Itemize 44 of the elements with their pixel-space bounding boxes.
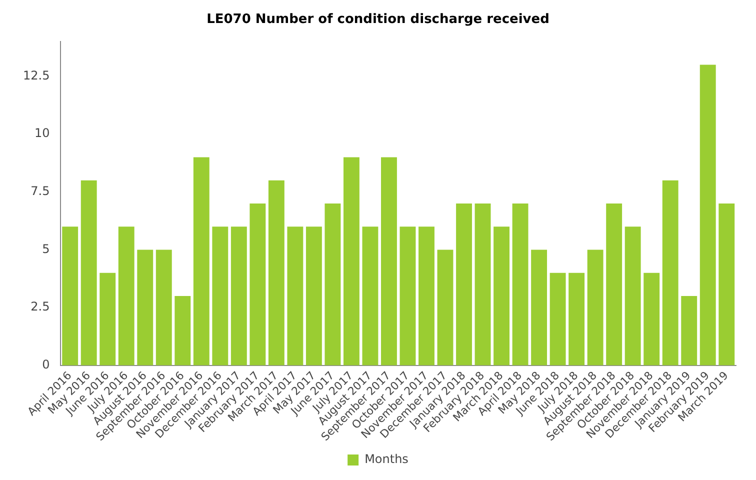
- bar: [137, 250, 154, 366]
- bar: [606, 204, 622, 366]
- bar: [550, 272, 566, 366]
- y-tick-label: 2.5: [30, 300, 50, 314]
- bar: [662, 180, 678, 366]
- bar: [306, 226, 322, 366]
- bar: [644, 272, 660, 366]
- y-tick-label: 10: [34, 126, 50, 140]
- bar: [624, 226, 641, 366]
- chart-title: LE070 Number of condition discharge received: [206, 12, 550, 28]
- bar: [437, 250, 454, 366]
- bar: [118, 226, 134, 366]
- bar: [700, 64, 716, 366]
- bar: [343, 157, 360, 366]
- bar: [80, 180, 97, 366]
- y-tick-label: 7.5: [30, 184, 50, 198]
- bar: [456, 204, 472, 366]
- bar: [212, 226, 228, 366]
- bar: [100, 272, 116, 366]
- bar: [512, 204, 528, 366]
- bar: [268, 180, 284, 366]
- bar: [494, 226, 510, 366]
- legend-label: Months: [364, 452, 408, 466]
- bar: [287, 226, 304, 366]
- bar: [587, 250, 604, 366]
- y-tick-label: 12.5: [23, 68, 50, 82]
- bar: [193, 157, 210, 366]
- y-tick-label: 5: [42, 242, 50, 256]
- bar: [531, 250, 548, 366]
- bar: [250, 204, 266, 366]
- bar: [681, 296, 698, 366]
- bar: [381, 157, 397, 366]
- bar: [324, 204, 341, 366]
- bar: [362, 226, 378, 366]
- bar: [418, 226, 434, 366]
- bar: [718, 204, 735, 366]
- bar: [230, 226, 247, 366]
- bar: [156, 250, 172, 366]
- bar: [174, 296, 191, 366]
- bar: [400, 226, 416, 366]
- bar: [62, 226, 78, 366]
- bar: [568, 272, 585, 366]
- y-tick-label: 0: [42, 358, 50, 372]
- bar: [474, 204, 491, 366]
